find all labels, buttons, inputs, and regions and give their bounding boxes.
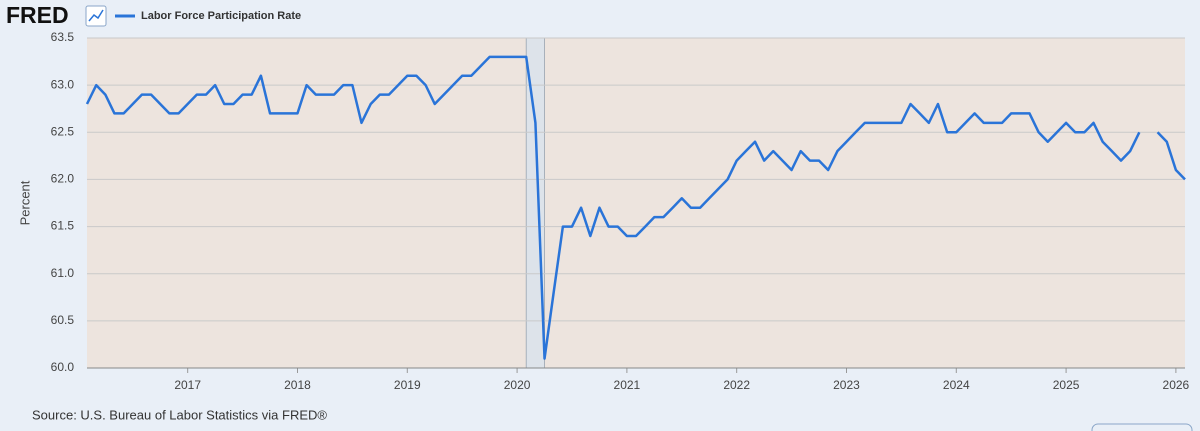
brand-logo: FRED: [6, 2, 69, 28]
x-tick-label: 2022: [723, 378, 750, 392]
y-tick-label: 61.5: [51, 219, 75, 233]
y-tick-label: 63.0: [51, 77, 75, 91]
y-axis-label: Percent: [17, 180, 32, 225]
chart-icon: [85, 5, 107, 27]
y-tick-label: 62.5: [51, 124, 75, 138]
button[interactable]: [1091, 423, 1193, 431]
y-tick-label: 60.5: [51, 313, 75, 327]
x-tick-label: 2017: [174, 378, 201, 392]
x-tick-label: 2026: [1163, 378, 1190, 392]
x-tick-label: 2018: [284, 378, 311, 392]
x-tick-label: 2020: [504, 378, 531, 392]
source-note: Source: U.S. Bureau of Labor Statistics …: [32, 407, 327, 422]
legend-label: Labor Force Participation Rate: [141, 10, 301, 22]
x-tick-label: 2025: [1053, 378, 1080, 392]
x-tick-label: 2023: [833, 378, 860, 392]
x-tick-label: 2019: [394, 378, 421, 392]
x-tick-label: 2024: [943, 378, 970, 392]
y-tick-label: 61.0: [51, 266, 75, 280]
x-tick-label: 2021: [614, 378, 641, 392]
y-tick-label: 60.0: [51, 360, 75, 374]
y-tick-label: 62.0: [51, 172, 75, 186]
y-tick-label: 63.5: [51, 30, 75, 44]
data-line: [85, 55, 1186, 360]
plot-area: [87, 38, 1185, 368]
